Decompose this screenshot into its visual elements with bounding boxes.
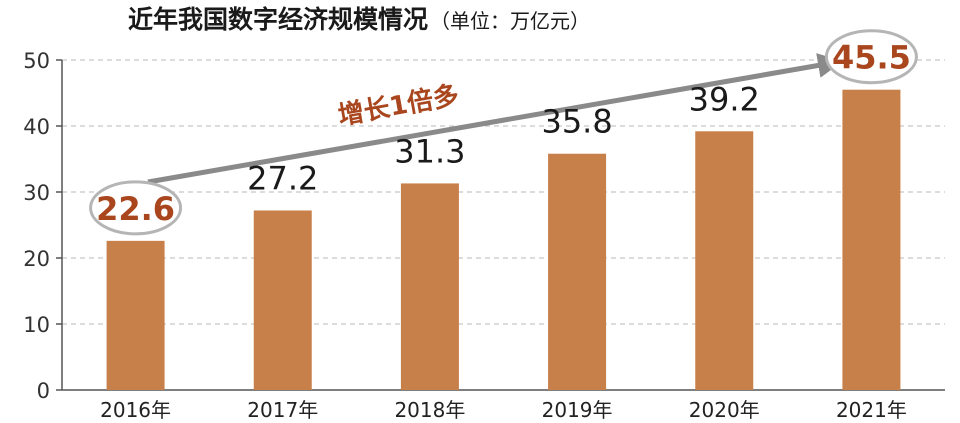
- bar-2020年: [695, 131, 754, 390]
- x-tick-label: 2020年: [689, 398, 760, 422]
- bar-2021年: [842, 89, 901, 390]
- value-label: 35.8: [541, 103, 612, 141]
- growth-annotation: 增长1倍多: [336, 80, 462, 132]
- x-axis-ticks: 2016年 2017年 2018年 2019年 2020年 2021年: [100, 398, 907, 422]
- highlight-ellipse: [89, 180, 183, 236]
- y-tick-label: 20: [23, 247, 50, 271]
- y-tick-label: 10: [23, 313, 50, 337]
- chart-subtitle: （单位：万亿元）: [430, 9, 590, 33]
- bar-2019年: [548, 153, 607, 390]
- bars: [106, 89, 901, 390]
- gridlines: [62, 59, 945, 325]
- chart-title: 近年我国数字经济规模情况: [128, 5, 428, 34]
- value-label: 31.3: [394, 132, 465, 170]
- bar-2018年: [400, 183, 459, 390]
- x-tick-label: 2019年: [542, 398, 613, 422]
- bar-2016年: [106, 240, 165, 390]
- y-tick-label: 0: [37, 379, 50, 403]
- y-tick-label: 50: [23, 49, 50, 73]
- x-tick-label: 2016年: [100, 398, 171, 422]
- bar-2017年: [253, 210, 312, 390]
- value-label: 45.5: [832, 39, 911, 77]
- growth-arrow: [147, 53, 843, 185]
- x-tick-label: 2017年: [247, 398, 318, 422]
- value-label: 39.2: [689, 80, 760, 118]
- highlight-ellipse: [824, 29, 918, 85]
- y-axis-ticks: 0 10 20 30 40 50: [23, 49, 62, 403]
- x-tick-label: 2018年: [394, 398, 465, 422]
- value-labels: 22.6 27.2 31.3 35.8 39.2 45.5: [89, 29, 918, 236]
- x-tick-label: 2021年: [836, 398, 907, 422]
- y-tick-label: 30: [23, 181, 50, 205]
- y-tick-label: 40: [23, 115, 50, 139]
- value-label: 22.6: [96, 190, 175, 228]
- value-label: 27.2: [247, 159, 318, 197]
